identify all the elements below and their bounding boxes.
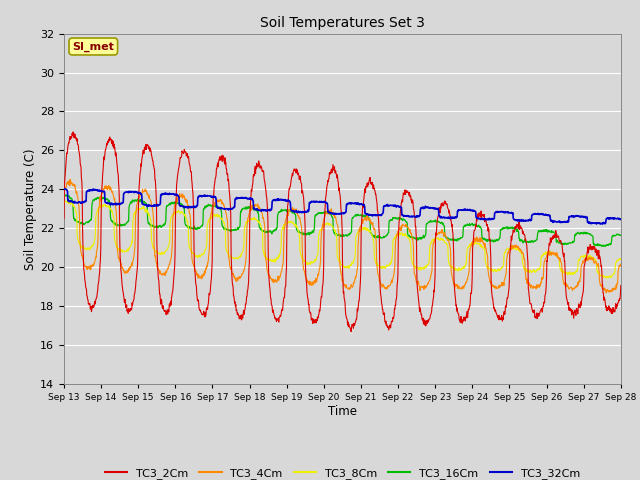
Line: TC3_2Cm: TC3_2Cm xyxy=(64,132,621,332)
TC3_32Cm xyxy=(617,216,625,222)
TC3_8Cm xyxy=(171,210,179,216)
TC3_8Cm xyxy=(502,248,509,253)
TC3_2Cm xyxy=(60,216,68,221)
TC3_32Cm xyxy=(597,221,605,227)
TC3_2Cm xyxy=(246,200,254,206)
TC3_4Cm xyxy=(60,189,68,194)
TC3_8Cm xyxy=(184,224,192,229)
Y-axis label: Soil Temperature (C): Soil Temperature (C) xyxy=(24,148,37,270)
TC3_32Cm xyxy=(551,218,559,224)
TC3_16Cm xyxy=(60,192,68,198)
Line: TC3_4Cm: TC3_4Cm xyxy=(64,179,621,293)
TC3_4Cm xyxy=(171,203,179,209)
TC3_16Cm xyxy=(551,230,559,236)
Legend: TC3_2Cm, TC3_4Cm, TC3_8Cm, TC3_16Cm, TC3_32Cm: TC3_2Cm, TC3_4Cm, TC3_8Cm, TC3_16Cm, TC3… xyxy=(100,464,584,480)
TC3_2Cm xyxy=(502,303,510,309)
TC3_32Cm xyxy=(61,186,68,192)
TC3_16Cm xyxy=(502,225,509,230)
TC3_2Cm xyxy=(184,154,192,160)
TC3_8Cm xyxy=(551,252,559,257)
Text: SI_met: SI_met xyxy=(72,41,114,52)
Line: TC3_16Cm: TC3_16Cm xyxy=(64,194,621,247)
TC3_2Cm xyxy=(348,329,355,335)
TC3_32Cm xyxy=(429,205,437,211)
TC3_2Cm xyxy=(552,233,559,239)
TC3_2Cm xyxy=(171,263,179,269)
TC3_16Cm xyxy=(429,219,437,225)
TC3_2Cm xyxy=(429,294,437,300)
TC3_4Cm xyxy=(617,261,625,267)
TC3_8Cm xyxy=(429,237,437,242)
TC3_8Cm xyxy=(617,256,625,262)
TC3_4Cm xyxy=(602,290,610,296)
TC3_4Cm xyxy=(429,241,437,247)
TC3_8Cm xyxy=(60,199,68,205)
X-axis label: Time: Time xyxy=(328,405,357,418)
TC3_8Cm xyxy=(602,275,610,281)
TC3_4Cm xyxy=(551,252,559,258)
TC3_16Cm xyxy=(246,205,254,211)
TC3_16Cm xyxy=(617,232,625,238)
TC3_32Cm xyxy=(60,186,68,192)
TC3_4Cm xyxy=(246,205,254,211)
TC3_2Cm xyxy=(69,129,77,135)
TC3_4Cm xyxy=(184,203,192,208)
Title: Soil Temperatures Set 3: Soil Temperatures Set 3 xyxy=(260,16,425,30)
TC3_16Cm xyxy=(184,225,192,231)
TC3_32Cm xyxy=(502,209,509,215)
TC3_4Cm xyxy=(67,176,74,182)
TC3_8Cm xyxy=(246,216,254,222)
TC3_8Cm xyxy=(67,197,74,203)
TC3_32Cm xyxy=(184,205,192,211)
TC3_32Cm xyxy=(171,192,179,198)
TC3_2Cm xyxy=(617,283,625,288)
TC3_16Cm xyxy=(61,192,68,197)
Line: TC3_32Cm: TC3_32Cm xyxy=(64,189,621,224)
TC3_16Cm xyxy=(171,200,179,205)
TC3_32Cm xyxy=(246,195,254,201)
TC3_16Cm xyxy=(602,244,609,250)
Line: TC3_8Cm: TC3_8Cm xyxy=(64,200,621,278)
TC3_4Cm xyxy=(502,271,509,276)
